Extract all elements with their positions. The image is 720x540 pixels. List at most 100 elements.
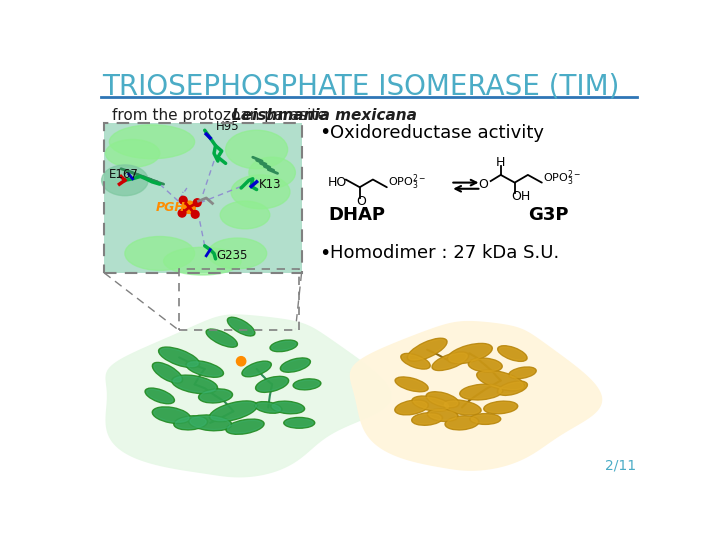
Polygon shape xyxy=(106,315,391,477)
Ellipse shape xyxy=(498,346,527,361)
Ellipse shape xyxy=(447,343,492,363)
Ellipse shape xyxy=(271,401,305,414)
Ellipse shape xyxy=(445,416,479,430)
Ellipse shape xyxy=(154,363,181,382)
Ellipse shape xyxy=(395,377,428,392)
Ellipse shape xyxy=(208,238,266,269)
Text: Oxidoreductase activity: Oxidoreductase activity xyxy=(330,124,544,141)
Text: OPO$_3^{2-}$: OPO$_3^{2-}$ xyxy=(387,173,426,192)
Ellipse shape xyxy=(498,381,528,395)
Ellipse shape xyxy=(257,377,287,391)
Ellipse shape xyxy=(395,400,428,415)
Ellipse shape xyxy=(256,376,289,393)
Ellipse shape xyxy=(477,370,525,391)
Ellipse shape xyxy=(428,393,458,407)
Ellipse shape xyxy=(242,361,271,377)
Ellipse shape xyxy=(510,368,535,377)
Ellipse shape xyxy=(254,402,282,413)
Text: DHAP: DHAP xyxy=(329,206,386,224)
Ellipse shape xyxy=(153,362,183,383)
Circle shape xyxy=(179,210,186,217)
Text: OPO$_3^{2-}$: OPO$_3^{2-}$ xyxy=(543,168,581,188)
Ellipse shape xyxy=(412,413,443,426)
Text: H95: H95 xyxy=(215,120,239,133)
Circle shape xyxy=(236,356,246,366)
Ellipse shape xyxy=(426,392,459,408)
Ellipse shape xyxy=(228,420,263,433)
Ellipse shape xyxy=(282,359,309,371)
Text: G3P: G3P xyxy=(528,206,568,224)
Ellipse shape xyxy=(396,401,427,414)
Text: •: • xyxy=(319,244,330,263)
Ellipse shape xyxy=(401,353,431,369)
Text: G235: G235 xyxy=(216,249,248,262)
Ellipse shape xyxy=(109,125,194,159)
Ellipse shape xyxy=(207,330,236,346)
Ellipse shape xyxy=(446,417,477,429)
Ellipse shape xyxy=(443,400,481,415)
Ellipse shape xyxy=(210,401,258,422)
Ellipse shape xyxy=(272,402,303,413)
Ellipse shape xyxy=(412,396,450,411)
Ellipse shape xyxy=(409,339,446,360)
Ellipse shape xyxy=(413,414,441,424)
Ellipse shape xyxy=(125,237,194,271)
Text: PGH: PGH xyxy=(156,201,186,214)
Circle shape xyxy=(192,211,199,218)
Ellipse shape xyxy=(402,355,428,368)
Ellipse shape xyxy=(499,347,526,360)
Ellipse shape xyxy=(469,414,500,424)
Text: •: • xyxy=(319,123,330,142)
Ellipse shape xyxy=(190,416,230,430)
Ellipse shape xyxy=(160,348,198,367)
Bar xyxy=(104,123,302,273)
Ellipse shape xyxy=(220,201,270,229)
Text: Leishmania mexicana: Leishmania mexicana xyxy=(232,108,417,123)
Ellipse shape xyxy=(256,403,281,412)
Text: Homodimer : 27 kDa S.U.: Homodimer : 27 kDa S.U. xyxy=(330,245,559,262)
Text: OH: OH xyxy=(512,190,531,203)
Ellipse shape xyxy=(499,382,526,394)
Text: K13: K13 xyxy=(259,178,282,191)
Ellipse shape xyxy=(174,416,208,430)
Circle shape xyxy=(183,201,195,213)
Ellipse shape xyxy=(468,358,503,372)
Ellipse shape xyxy=(200,390,231,402)
Ellipse shape xyxy=(186,361,223,377)
Ellipse shape xyxy=(152,407,191,423)
Ellipse shape xyxy=(231,175,290,209)
Circle shape xyxy=(179,197,187,204)
Ellipse shape xyxy=(163,247,241,275)
Ellipse shape xyxy=(226,419,264,434)
Ellipse shape xyxy=(154,408,189,422)
Text: O: O xyxy=(356,194,366,207)
Ellipse shape xyxy=(249,157,295,188)
Ellipse shape xyxy=(485,402,516,413)
Ellipse shape xyxy=(158,347,199,368)
Ellipse shape xyxy=(397,378,427,390)
Ellipse shape xyxy=(187,362,222,376)
Ellipse shape xyxy=(408,338,447,361)
Ellipse shape xyxy=(243,362,270,376)
Ellipse shape xyxy=(427,409,458,421)
Ellipse shape xyxy=(294,380,320,389)
Ellipse shape xyxy=(284,417,315,428)
Bar xyxy=(179,269,300,330)
Ellipse shape xyxy=(199,389,233,403)
Ellipse shape xyxy=(444,401,480,414)
Ellipse shape xyxy=(484,401,518,414)
Polygon shape xyxy=(351,322,602,470)
Ellipse shape xyxy=(432,352,469,370)
Ellipse shape xyxy=(449,345,491,362)
Ellipse shape xyxy=(175,417,206,429)
Circle shape xyxy=(194,199,201,206)
Ellipse shape xyxy=(271,341,296,350)
Ellipse shape xyxy=(225,130,287,168)
Ellipse shape xyxy=(428,410,456,420)
Ellipse shape xyxy=(206,329,238,347)
Ellipse shape xyxy=(413,397,449,410)
Ellipse shape xyxy=(508,367,536,379)
Text: TRIOSEPHOSPHATE ISOMERASE (TIM): TRIOSEPHOSPHATE ISOMERASE (TIM) xyxy=(102,72,619,100)
Ellipse shape xyxy=(211,402,256,421)
Ellipse shape xyxy=(472,415,499,423)
